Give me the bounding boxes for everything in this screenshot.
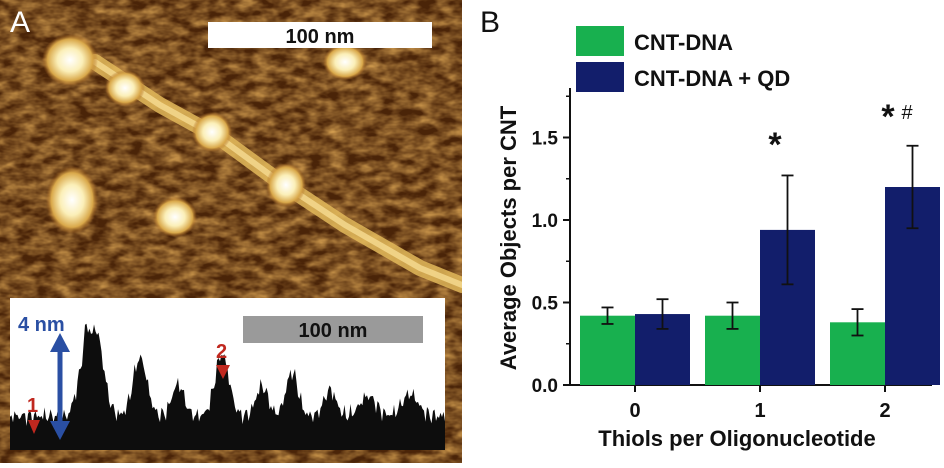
significance-star-1: *	[768, 126, 782, 164]
panel-a-letter: A	[10, 6, 31, 39]
particle	[323, 44, 367, 80]
scalebar-top	[208, 22, 432, 48]
chart-panel: B CNT-DNA CNT-DNA + QD 0.0 0.5 1.0 1.5 0 1 2 Av…	[462, 0, 944, 463]
x-tick-label: 1	[754, 400, 765, 422]
afm-panel: 100 nm 100 nm 4 nm 1 2 A	[0, 0, 470, 463]
bar	[580, 315, 635, 385]
panel-b-letter: B	[480, 6, 501, 39]
arrow-up-icon	[50, 333, 70, 352]
y-tick-label: 1.5	[532, 129, 559, 150]
x-tick-label: 2	[879, 400, 890, 422]
legend-swatch	[576, 62, 624, 92]
marker-1-label: 1	[27, 395, 38, 417]
significance-hash-2: #	[901, 102, 913, 124]
x-tick-label: 0	[629, 400, 640, 422]
arrow-down-icon	[50, 421, 70, 440]
legend: CNT-DNA CNT-DNA + QD	[576, 26, 790, 92]
y-axis-label: Average Objects per CNT	[496, 105, 521, 370]
y-tick-label: 1.0	[532, 211, 558, 232]
legend-swatch	[576, 26, 624, 56]
legend-label: CNT-DNA + QD	[634, 66, 790, 91]
particle	[153, 197, 197, 237]
legend-label: CNT-DNA	[634, 30, 733, 55]
height-profile-trace	[10, 323, 445, 450]
afm-image: 100 nm 100 nm 4 nm 1 2	[0, 0, 470, 463]
particle	[42, 34, 98, 86]
significance-star-2: *	[881, 98, 895, 136]
particle	[266, 163, 306, 207]
bar-chart: CNT-DNA CNT-DNA + QD 0.0 0.5 1.0 1.5 0 1 2 Aver…	[496, 26, 940, 451]
height-label: 4 nm	[18, 314, 65, 336]
y-tick-label: 0.5	[532, 294, 559, 315]
y-tick-label: 0.0	[532, 376, 558, 397]
particle	[46, 166, 98, 234]
scalebar-bottom-label: 100 nm	[299, 320, 368, 342]
plot-area: 0.0 0.5 1.0 1.5 0 1 2	[532, 88, 940, 422]
marker-2-triangle-icon	[216, 365, 230, 379]
marker-2-label: 2	[216, 341, 227, 363]
particle	[105, 70, 145, 106]
x-axis-label: Thiols per Oligonucleotide	[598, 426, 875, 451]
scalebar-bottom	[243, 316, 423, 343]
particle	[192, 112, 232, 152]
scalebar-top-label: 100 nm	[286, 26, 355, 48]
marker-1-triangle-icon	[28, 420, 40, 434]
